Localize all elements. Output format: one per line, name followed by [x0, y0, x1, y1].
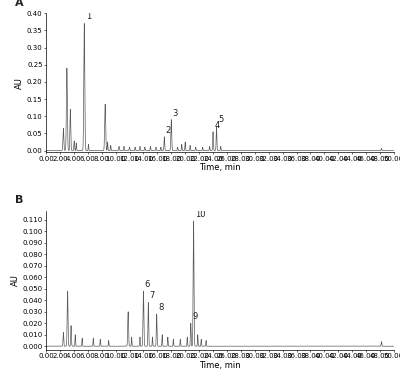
X-axis label: Time, min: Time, min [199, 163, 241, 172]
Text: 5: 5 [218, 115, 223, 124]
Text: 8: 8 [158, 303, 164, 312]
X-axis label: Time, min: Time, min [199, 361, 241, 370]
Text: 7: 7 [150, 291, 155, 301]
Text: 3: 3 [173, 108, 178, 118]
Text: A: A [15, 0, 23, 8]
Y-axis label: AU: AU [15, 77, 24, 89]
Text: B: B [15, 195, 23, 205]
Text: 2: 2 [166, 126, 171, 135]
Text: 1: 1 [86, 12, 91, 22]
Text: 10: 10 [195, 210, 206, 219]
Text: 4: 4 [214, 121, 220, 130]
Text: 9: 9 [192, 312, 198, 321]
Y-axis label: AU: AU [10, 274, 20, 286]
Text: 6: 6 [145, 280, 150, 289]
